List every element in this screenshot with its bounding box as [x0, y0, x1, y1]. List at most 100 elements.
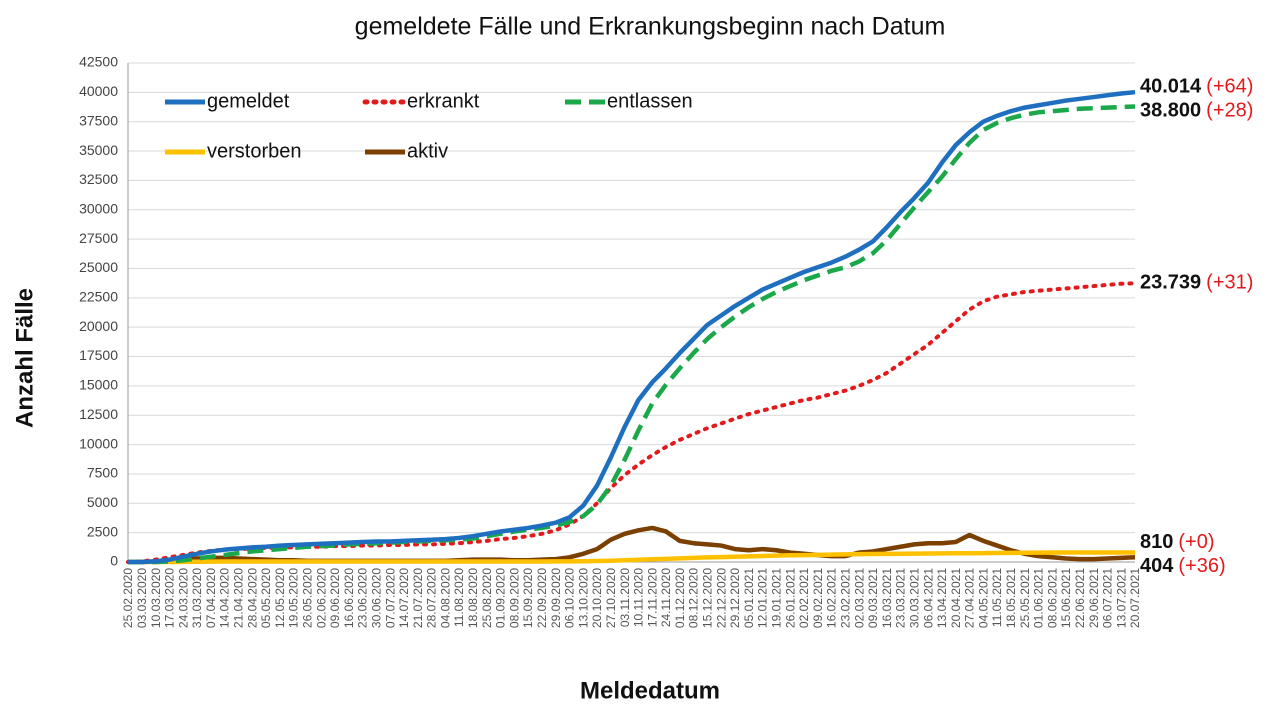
end-label: 40.014 (+64) [1140, 76, 1253, 98]
x-tick-label: 09.06.2020 [328, 568, 342, 628]
x-tick-label: 31.03.2020 [190, 568, 204, 628]
end-value: 810 [1140, 531, 1173, 553]
x-tick-label: 16.03.2021 [880, 568, 894, 628]
x-tick-label: 07.07.2020 [383, 568, 397, 628]
x-tick-label: 25.02.2020 [121, 568, 135, 628]
x-tick-label: 17.11.2020 [645, 568, 659, 627]
line-entlassen [128, 104, 1136, 565]
x-tick-label: 19.05.2020 [287, 568, 301, 628]
x-tick-label: 06.10.2020 [563, 568, 577, 628]
x-tick-label: 23.03.2021 [894, 568, 908, 628]
y-tick-label: 22500 [79, 289, 118, 305]
x-tick-label: 15.09.2020 [521, 568, 535, 628]
x-tick-label: 06.07.2021 [1101, 568, 1115, 628]
y-tick-label: 40000 [79, 83, 118, 99]
y-tick-label: 25000 [79, 259, 118, 275]
x-tick-label: 28.07.2020 [425, 568, 439, 628]
y-tick-label: 37500 [79, 112, 118, 128]
x-tick-label: 01.12.2020 [673, 568, 687, 628]
x-tick-label: 08.06.2021 [1045, 568, 1059, 628]
x-tick-label: 29.09.2020 [549, 568, 563, 628]
x-tick-label: 22.12.2020 [714, 568, 728, 628]
x-tick-label: 13.04.2021 [935, 568, 949, 628]
x-tick-label: 24.11.2020 [659, 568, 673, 627]
x-tick-label: 19.01.2021 [770, 568, 784, 628]
x-tick-label: 29.12.2020 [728, 568, 742, 628]
x-tick-label: 05.01.2021 [742, 568, 756, 628]
x-tick-label: 01.09.2020 [494, 568, 508, 628]
y-tick-label: 30000 [79, 200, 118, 216]
x-tick-label: 03.03.2020 [135, 568, 149, 628]
x-tick-label: 27.10.2020 [604, 568, 618, 628]
y-axis-title: Anzahl Fälle [11, 288, 38, 428]
end-label: 404 (+36) [1140, 555, 1226, 577]
x-tick-label: 26.05.2020 [301, 568, 315, 628]
x-tick-label: 09.02.2021 [811, 568, 825, 628]
x-tick-label: 28.04.2020 [245, 568, 259, 628]
legend-label: verstorben [207, 140, 302, 162]
y-tick-label: 15000 [79, 377, 118, 393]
x-tick-label: 01.06.2021 [1032, 568, 1046, 628]
x-tick-label: 10.11.2020 [632, 568, 646, 627]
y-tick-label: 5000 [87, 494, 118, 510]
legend-label: erkrankt [407, 90, 480, 112]
end-change: (+64) [1206, 76, 1253, 98]
line-gemeldet [128, 89, 1136, 565]
x-tick-label: 23.02.2021 [838, 568, 852, 628]
end-change: (+31) [1206, 272, 1253, 294]
y-tick-label: 32500 [79, 171, 118, 187]
end-value: 40.014 [1140, 76, 1202, 98]
x-tick-label: 03.11.2020 [618, 568, 632, 627]
end-label: 810 (+0) [1140, 531, 1215, 553]
x-tick-label: 30.06.2020 [369, 568, 383, 628]
y-tick-label: 20000 [79, 318, 118, 334]
x-tick-label: 02.06.2020 [314, 568, 328, 628]
x-axis-title: Meldedatum [580, 677, 720, 704]
x-tick-label: 24.03.2020 [176, 568, 190, 628]
x-tick-label: 21.04.2020 [232, 568, 246, 628]
x-tick-label: 06.04.2021 [921, 568, 935, 628]
legend-label: gemeldet [207, 90, 290, 112]
x-tick-label: 15.12.2020 [701, 568, 715, 628]
end-change: (+36) [1178, 555, 1225, 577]
line-erkrankt [126, 281, 1137, 564]
x-tick-label: 04.05.2021 [976, 568, 990, 628]
x-tick-label: 22.06.2021 [1073, 568, 1087, 628]
y-tick-label: 7500 [87, 465, 118, 481]
y-tick-label: 35000 [79, 142, 118, 158]
x-tick-label: 18.08.2020 [466, 568, 480, 628]
x-tick-label: 12.05.2020 [273, 568, 287, 628]
x-tick-label: 23.06.2020 [356, 568, 370, 628]
end-change: (+0) [1178, 531, 1214, 553]
y-tick-label: 42500 [79, 54, 118, 70]
y-tick-label: 17500 [79, 347, 118, 363]
chart-title: gemeldete Fälle und Erkrankungsbeginn na… [355, 13, 946, 41]
x-tick-label: 02.02.2021 [797, 568, 811, 628]
x-tick-label: 13.10.2020 [576, 568, 590, 628]
x-tick-label: 22.09.2020 [535, 568, 549, 628]
x-tick-label: 10.03.2020 [149, 568, 163, 628]
x-tick-label: 25.05.2021 [1018, 568, 1032, 628]
x-tick-label: 12.01.2021 [756, 568, 770, 628]
x-tick-label: 20.07.2021 [1128, 568, 1142, 628]
x-tick-label: 09.03.2021 [866, 568, 880, 628]
x-tick-label: 20.10.2020 [590, 568, 604, 628]
x-tick-label: 30.03.2021 [907, 568, 921, 628]
x-tick-label: 11.08.2020 [452, 568, 466, 627]
x-tick-label: 27.04.2021 [963, 568, 977, 628]
x-tick-label: 05.05.2020 [259, 568, 273, 628]
x-tick-label: 14.04.2020 [218, 568, 232, 628]
x-tick-label: 15.06.2021 [1059, 568, 1073, 628]
line-verstorben [128, 550, 1135, 565]
y-tick-label: 27500 [79, 230, 118, 246]
y-tick-label: 2500 [87, 523, 118, 539]
legend-label: aktiv [407, 140, 448, 162]
end-value: 38.800 [1140, 100, 1201, 122]
end-label: 23.739 (+31) [1140, 272, 1253, 294]
x-tick-label: 25.08.2020 [480, 568, 494, 628]
end-value: 23.739 [1140, 272, 1201, 294]
x-tick-label: 26.01.2021 [783, 568, 797, 628]
legend-label: entlassen [607, 90, 693, 112]
x-tick-label: 07.04.2020 [204, 568, 218, 628]
